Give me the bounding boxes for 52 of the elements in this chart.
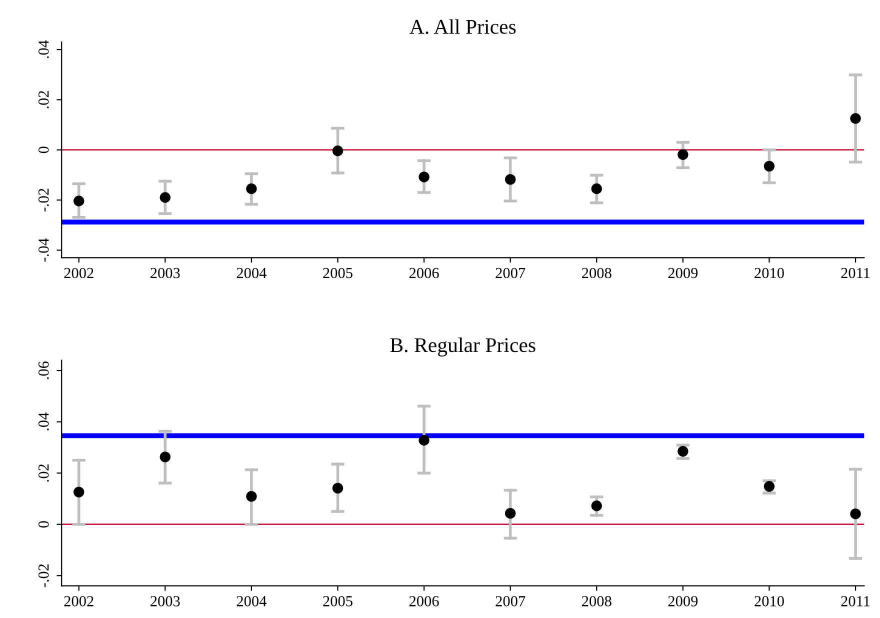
chart-title: B. Regular Prices	[390, 338, 536, 356]
point	[74, 196, 84, 206]
y-tick-label: .02	[38, 464, 49, 482]
y-tick-label: -.02	[38, 188, 49, 212]
point	[418, 434, 430, 446]
x-tick-label: 2011	[841, 268, 870, 278]
point	[764, 481, 775, 492]
y-tick-label: .04	[38, 40, 49, 58]
x-tick-label: 2004	[236, 596, 266, 606]
point	[160, 192, 171, 203]
y-tick-label: .06	[38, 361, 49, 380]
chart-title: A. All Prices	[410, 19, 516, 34]
y-tick-label: 0	[38, 146, 49, 154]
x-tick-label: 2006	[409, 268, 439, 278]
point	[74, 486, 84, 498]
point	[246, 183, 257, 194]
x-tick-label: 2011	[841, 596, 870, 606]
point	[850, 113, 861, 124]
x-tick-label: 2007	[496, 268, 526, 278]
x-tick-label: 2002	[64, 268, 94, 278]
x-tick-label: 2006	[409, 596, 439, 606]
y-tick-label: .02	[38, 91, 49, 108]
point	[418, 172, 430, 182]
y-tick-label: -.04	[38, 238, 49, 262]
point	[332, 146, 344, 156]
point	[591, 183, 602, 194]
point	[160, 452, 171, 462]
x-tick-label: 2007	[496, 596, 526, 606]
point	[850, 508, 861, 520]
y-tick-label: 0	[38, 521, 49, 528]
x-tick-label: 2009	[668, 268, 698, 278]
y-tick-label: .04	[38, 412, 49, 430]
point	[332, 482, 344, 494]
point	[591, 500, 602, 512]
point	[678, 446, 688, 457]
point	[504, 508, 516, 519]
point	[678, 149, 688, 160]
x-tick-label: 2008	[582, 268, 612, 278]
y-tick-label: -.02	[38, 564, 49, 588]
x-tick-label: 2003	[150, 268, 180, 278]
x-tick-label: 2003	[150, 596, 180, 606]
point	[764, 160, 775, 172]
x-tick-label: 2010	[754, 268, 784, 278]
x-tick-label: 2004	[236, 268, 266, 278]
x-tick-label: 2010	[754, 596, 784, 606]
x-tick-label: 2005	[323, 268, 352, 278]
x-tick-label: 2005	[323, 596, 352, 606]
point	[504, 174, 516, 185]
x-tick-label: 2008	[582, 596, 612, 606]
point	[246, 491, 257, 502]
x-tick-label: 2002	[64, 596, 94, 606]
x-tick-label: 2009	[668, 596, 698, 606]
